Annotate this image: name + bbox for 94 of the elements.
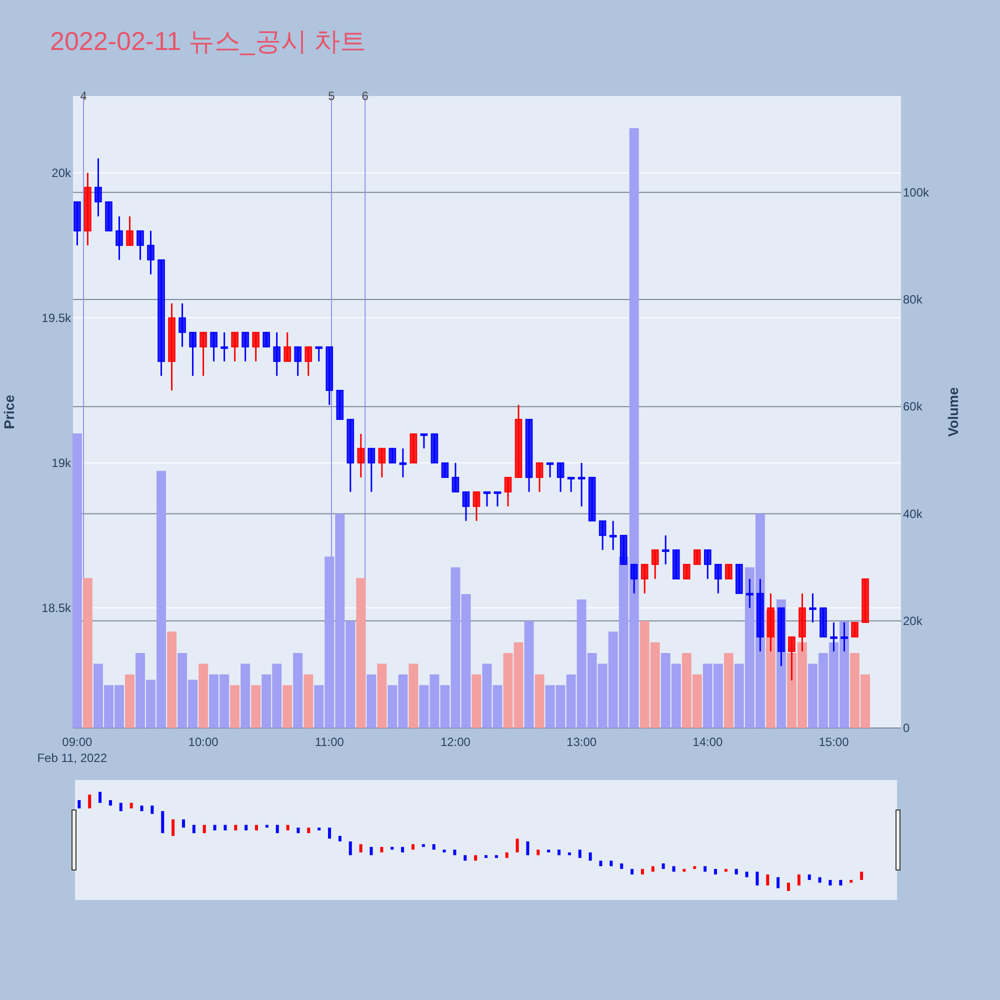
bar: [293, 653, 303, 728]
candlestick: [147, 230, 154, 276]
y2-tick-label: 0: [903, 721, 910, 735]
candlestick: [220, 332, 228, 362]
bar: [366, 674, 376, 728]
candlestick: [136, 230, 144, 261]
x-tick-label: 11:00: [314, 735, 344, 749]
candlestick: [598, 520, 606, 551]
candlestick: [368, 448, 376, 493]
candlestick: [452, 462, 460, 493]
bar: [724, 653, 734, 728]
candlestick: [178, 302, 186, 348]
bar: [240, 664, 250, 728]
y2-tick-label: 80k: [903, 292, 924, 307]
candlestick: [262, 332, 270, 348]
candlestick: [704, 549, 712, 580]
bar: [230, 685, 240, 728]
candlestick: [441, 462, 449, 478]
candlestick: [640, 564, 648, 594]
candlestick: [651, 549, 659, 580]
candlestick: [388, 448, 396, 464]
bar: [304, 674, 314, 728]
bar: [408, 664, 418, 728]
x-tick-label: 12:00: [440, 735, 471, 749]
chart-title: 2022-02-11 뉴스_공시 차트: [50, 26, 366, 56]
candlestick: [284, 332, 292, 362]
ref-line-label: 5: [328, 89, 336, 103]
bar: [534, 674, 544, 728]
candlestick: [694, 549, 701, 566]
candlestick: [746, 578, 754, 609]
x-tick-label: 09:00 Feb 11, 2022: [37, 735, 108, 765]
candlestick: [462, 491, 470, 522]
y2-tick-label: 20k: [903, 614, 924, 628]
candlestick: [662, 534, 670, 566]
candlestick: [210, 332, 218, 362]
y2-axis-title: Volume: [945, 387, 961, 437]
candlestick: [504, 476, 512, 508]
candlestick: [682, 564, 690, 580]
candlestick: [231, 332, 238, 362]
ref-line-label: 6: [362, 89, 369, 103]
bar: [282, 685, 292, 728]
candlestick: [116, 216, 123, 261]
candlestick: [420, 433, 428, 450]
candlestick: [578, 462, 586, 508]
candlestick: [378, 448, 386, 478]
candlestick: [536, 462, 544, 493]
candlestick: [273, 332, 280, 377]
ref-line-label: 4: [80, 89, 88, 103]
candlestick: [200, 332, 207, 377]
bar: [524, 620, 534, 728]
candlestick: [840, 622, 848, 652]
candlestick: [315, 346, 323, 362]
candlestick: [851, 622, 858, 638]
candlestick: [242, 332, 249, 362]
bar: [356, 578, 366, 728]
x-tick-label: 10:00: [188, 735, 219, 749]
bar: [125, 674, 134, 728]
candlestick: [556, 462, 564, 493]
candlestick: [189, 332, 196, 377]
bar: [82, 578, 92, 728]
y-tick-label: 18.5k: [42, 600, 72, 615]
candlestick: [304, 346, 312, 377]
candlestick: [714, 564, 722, 594]
candlestick: [252, 332, 260, 362]
y-tick-label: 19.5k: [42, 310, 72, 325]
bar: [377, 664, 387, 728]
candlestick: [472, 491, 480, 522]
bar: [251, 685, 261, 728]
bar: [198, 664, 208, 728]
candlestick: [357, 433, 365, 478]
y2-tick-label: 40k: [903, 506, 924, 521]
x-tick-label: 15:00: [818, 735, 850, 749]
x-tick-label: 13:00: [566, 735, 597, 749]
y2-tick-label: 60k: [903, 400, 924, 414]
candlestick: [126, 216, 134, 246]
x-tick-label: 14:00: [692, 735, 723, 749]
candlestick: [399, 448, 407, 478]
candlestick: [630, 564, 638, 594]
candlestick: [483, 491, 491, 508]
candlestick: [725, 564, 732, 580]
candlestick: [494, 491, 502, 508]
y-tick-label: 19k: [52, 456, 72, 470]
candlestick: [809, 592, 816, 624]
bar: [167, 632, 176, 728]
bar: [72, 433, 82, 728]
candlestick: [294, 346, 302, 377]
candlestick: [94, 158, 102, 218]
bar: [472, 674, 482, 728]
y-axis-title: Price: [1, 394, 17, 430]
candlestick: [567, 476, 575, 493]
y-tick-label: 20k: [52, 166, 72, 180]
y2-tick-label: 100k: [903, 185, 930, 200]
candlestick: [609, 520, 617, 551]
candlestick: [546, 462, 554, 478]
